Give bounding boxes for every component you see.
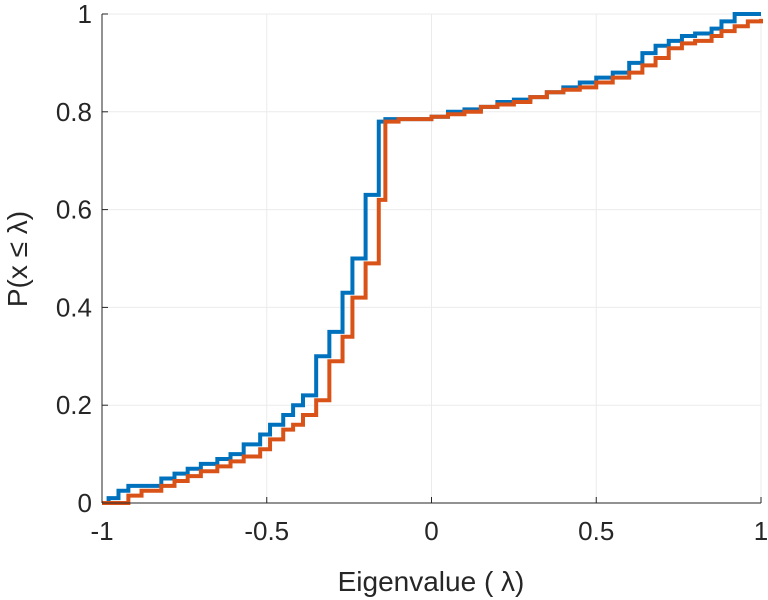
tick-labels: -1 -0.5 0 0.5 1 0 0.2 0.4 0.6 0.8 1: [56, 0, 768, 546]
y-tick-label: 0.4: [56, 292, 92, 322]
series-lines: [102, 12, 763, 505]
x-tick-label: -1: [90, 516, 113, 546]
x-tick-label: 1: [754, 516, 768, 546]
x-tick-label: 0.5: [578, 516, 614, 546]
x-tick-label: 0: [424, 516, 438, 546]
y-tick-label: 0: [78, 488, 92, 518]
series-line-2: [102, 18, 763, 505]
series-line-1: [102, 12, 761, 505]
x-axis-label: Eigenvalue ( λ): [338, 566, 525, 597]
y-tick-label: 1: [78, 0, 92, 29]
grid: [101, 13, 762, 504]
y-tick-label: 0.6: [56, 195, 92, 225]
x-tick-label: -0.5: [244, 516, 289, 546]
y-tick-label: 0.2: [56, 390, 92, 420]
y-tick-label: 0.8: [56, 97, 92, 127]
axes: [101, 13, 762, 504]
y-axis-label: P(x ≤ λ): [2, 211, 33, 307]
